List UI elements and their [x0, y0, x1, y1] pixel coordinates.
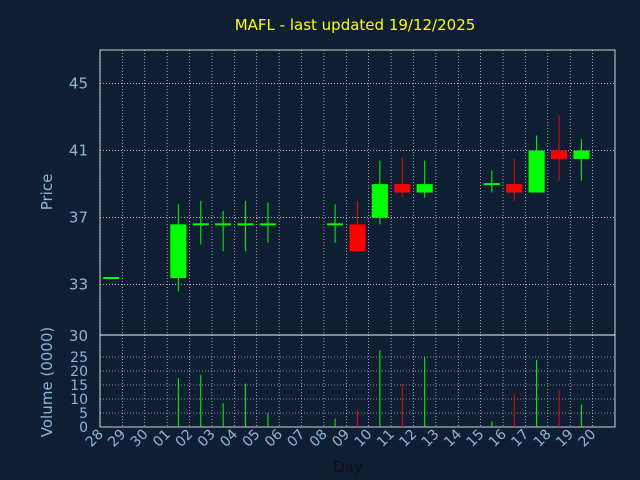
volume-tick-label: 15	[70, 378, 88, 394]
x-tick-label: 30	[128, 427, 152, 451]
x-tick-label: 14	[441, 426, 465, 450]
x-tick-label: 06	[262, 426, 286, 450]
candle-body	[483, 183, 500, 186]
volume-tick-label: 10	[70, 392, 88, 408]
candle-body	[506, 184, 523, 193]
candle-body	[170, 224, 187, 278]
candle-body	[192, 223, 209, 226]
price-panel: 33 37 41 45 30	[69, 49, 616, 345]
volume-axis-label: Volume (0000)	[38, 327, 56, 437]
candle-body	[573, 150, 590, 159]
x-tick-labels: 2829300102030405060708091011121314151617…	[83, 426, 600, 450]
candle-body	[528, 150, 545, 193]
price-axis-label: Price	[38, 174, 56, 211]
x-tick-label: 29	[105, 427, 129, 451]
candle-body	[103, 277, 120, 279]
chart-title: MAFL - last updated 19/12/2025	[235, 16, 476, 34]
price-tick-label: 41	[69, 142, 88, 160]
x-tick-label: 07	[284, 427, 308, 451]
x-tick-label: 05	[240, 427, 264, 451]
x-tick-label: 15	[464, 427, 488, 451]
x-tick-label: 01	[150, 427, 174, 451]
x-tick-label: 08	[307, 427, 331, 451]
x-tick-label: 17	[508, 427, 532, 451]
candle-body	[215, 223, 232, 226]
price-tick-label: 30	[69, 327, 88, 345]
price-tick-label: 37	[69, 209, 88, 227]
x-axis-label: Day	[333, 458, 363, 476]
candle-body	[394, 184, 411, 193]
x-tick-label: 10	[352, 427, 376, 451]
x-tick-label: 04	[217, 426, 241, 450]
x-tick-label: 11	[374, 427, 398, 451]
price-tick-label: 33	[69, 276, 88, 294]
x-tick-label: 20	[576, 427, 600, 451]
volume-tick-label: 5	[79, 406, 88, 422]
candle-body	[371, 184, 388, 218]
volume-tick-label: 0	[79, 420, 88, 436]
x-tick-label: 19	[553, 427, 577, 451]
x-tick-label: 13	[419, 427, 443, 451]
candle-body	[259, 223, 276, 226]
x-tick-label: 18	[531, 427, 555, 451]
price-tick-label: 45	[69, 75, 88, 93]
candle-body	[550, 150, 568, 159]
x-tick-label: 16	[486, 426, 510, 450]
volume-tick-label: 20	[70, 364, 88, 380]
x-tick-label: 03	[195, 427, 219, 451]
candle-body	[237, 223, 254, 226]
volume-tick-label: 25	[70, 350, 88, 366]
x-tick-label: 09	[329, 427, 353, 451]
candle-body	[416, 184, 433, 193]
candle-body	[349, 224, 366, 252]
x-tick-label: 12	[396, 427, 420, 451]
x-tick-label: 02	[172, 427, 196, 451]
candle-body	[327, 223, 344, 226]
